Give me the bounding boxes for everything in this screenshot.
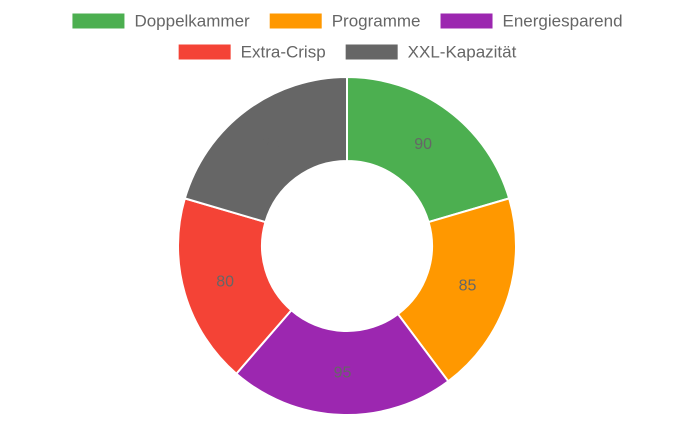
legend-swatch-xxl-kapazitaet	[345, 44, 398, 60]
legend-swatch-energiesparend	[440, 13, 493, 29]
data-label-extra-crisp: 80	[216, 273, 234, 290]
slice-programme[interactable]	[396, 197, 517, 383]
slice-extra-crisp[interactable]	[177, 197, 293, 376]
legend-label-energiesparend: Energiesparend	[503, 12, 623, 31]
data-label-xxl-kapazitaet: 90	[262, 136, 280, 153]
legend-label-programme: Programme	[332, 12, 421, 31]
legend-swatch-doppelkammer	[72, 13, 125, 29]
slice-xxl-kapazitaet[interactable]	[183, 75, 348, 224]
legend-item-doppelkammer[interactable]: Doppelkammer	[72, 12, 250, 31]
legend-label-doppelkammer: Doppelkammer	[134, 12, 250, 31]
legend-item-programme[interactable]: Programme	[269, 12, 421, 31]
chart-legend: Doppelkammer Programme Energiesparend Extra…	[72, 12, 623, 62]
chart-slices	[177, 75, 517, 416]
data-label-energiesparend: 95	[334, 364, 352, 381]
legend-swatch-programme	[269, 13, 322, 29]
slice-energiesparend[interactable]	[234, 308, 450, 416]
legend-swatch-extra-crisp	[178, 44, 231, 60]
data-label-programme: 85	[459, 278, 477, 295]
legend-item-extra-crisp[interactable]: Extra-Crisp	[178, 43, 326, 62]
legend-item-xxl-kapazitaet[interactable]: XXL-Kapazität	[345, 43, 517, 62]
chart-data-labels: 90 85 95 80 90	[216, 136, 476, 382]
slice-doppelkammer[interactable]	[346, 75, 511, 224]
legend-label-xxl-kapazitaet: XXL-Kapazität	[408, 43, 517, 62]
data-label-doppelkammer: 90	[414, 136, 432, 153]
legend-label-extra-crisp: Extra-Crisp	[241, 43, 326, 62]
legend-item-energiesparend[interactable]: Energiesparend	[440, 12, 623, 31]
